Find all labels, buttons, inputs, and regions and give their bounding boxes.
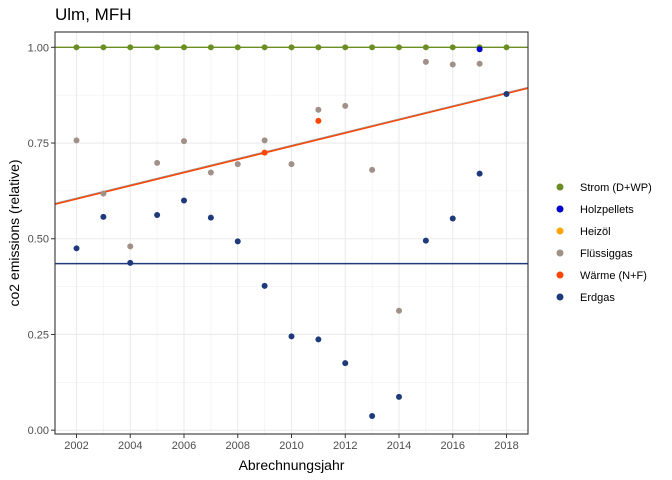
data-point (396, 44, 402, 51)
data-point (73, 44, 80, 51)
x-tick-label: 2018 (494, 440, 518, 452)
legend-label: Erdgas (580, 292, 615, 304)
x-tick-label: 2008 (226, 440, 250, 452)
x-axis: 2002 2004 2006 2008 2010 2012 2014 2016 2018 (64, 434, 519, 452)
data-point (449, 61, 456, 68)
x-tick-label: 2006 (172, 440, 196, 452)
data-points (73, 44, 510, 420)
data-point (503, 44, 510, 51)
legend-label: Flüssiggas (580, 248, 633, 260)
legend-key (556, 293, 564, 301)
data-point (234, 161, 241, 168)
data-point (261, 282, 268, 289)
data-point (342, 102, 349, 109)
data-point (154, 44, 161, 51)
data-point (154, 159, 161, 166)
data-point (288, 44, 295, 51)
data-point (181, 197, 187, 204)
data-point (261, 149, 268, 156)
y-axis-title: co2 emissions (relative) (6, 159, 22, 306)
data-point (315, 117, 322, 124)
data-point (369, 413, 376, 420)
y-axis: 0.00 0.25 0.50 0.75 1.00 (28, 42, 55, 437)
data-point (288, 161, 295, 168)
data-point (234, 238, 241, 245)
legend-key (556, 205, 564, 213)
y-tick-label: 1.00 (28, 42, 49, 54)
data-point (422, 44, 429, 51)
legend-label: Strom (D+WP) (580, 182, 652, 194)
y-tick-label: 0.00 (28, 425, 49, 437)
data-point (503, 91, 510, 98)
data-point (315, 106, 322, 113)
data-point (234, 44, 241, 51)
data-point (342, 44, 349, 51)
data-point (422, 58, 429, 65)
x-tick-label: 2012 (333, 440, 357, 452)
data-point (127, 243, 134, 250)
data-point (315, 44, 322, 51)
x-tick-label: 2010 (279, 440, 303, 452)
data-point (449, 44, 456, 51)
data-point (127, 44, 134, 51)
data-point (100, 213, 107, 220)
data-point (100, 190, 107, 197)
legend-key (556, 227, 564, 235)
legend: Strom (D+WP) Holzpellets Heizöl Flüssiggas W… (556, 182, 652, 304)
data-point (261, 44, 268, 51)
x-tick-label: 2014 (387, 440, 411, 452)
x-axis-title: Abrechnungsjahr (239, 457, 345, 473)
y-tick-label: 0.25 (28, 329, 49, 341)
data-point (288, 333, 295, 340)
data-point (476, 46, 483, 53)
legend-key (556, 183, 564, 191)
data-point (476, 60, 483, 67)
legend-key (556, 271, 564, 279)
data-point (369, 44, 376, 51)
data-point (422, 237, 429, 244)
data-point (73, 137, 80, 144)
data-point (342, 360, 349, 367)
data-point (73, 245, 80, 252)
data-point (315, 336, 322, 343)
data-point (181, 44, 187, 51)
x-tick-label: 2002 (64, 440, 88, 452)
data-point (369, 166, 376, 173)
data-point (261, 137, 268, 144)
data-point (449, 215, 456, 222)
data-point (127, 259, 134, 266)
legend-label: Heizöl (580, 226, 611, 238)
data-point (181, 138, 187, 145)
data-point (396, 307, 402, 314)
x-tick-label: 2004 (118, 440, 142, 452)
x-tick-label: 2016 (441, 440, 465, 452)
data-point (154, 212, 161, 219)
legend-label: Holzpellets (580, 204, 634, 216)
data-point (476, 170, 483, 177)
trend-line (54, 86, 529, 205)
data-point (207, 214, 214, 221)
data-point (207, 44, 214, 51)
chart-title: Ulm, MFH (55, 5, 131, 24)
legend-key (556, 249, 564, 257)
y-tick-label: 0.75 (28, 138, 49, 150)
y-tick-label: 0.50 (28, 234, 49, 246)
legend-label: Wärme (N+F) (580, 270, 647, 282)
trend-line (54, 87, 529, 205)
data-point (100, 44, 107, 51)
data-point (396, 393, 402, 400)
data-point (207, 169, 214, 176)
